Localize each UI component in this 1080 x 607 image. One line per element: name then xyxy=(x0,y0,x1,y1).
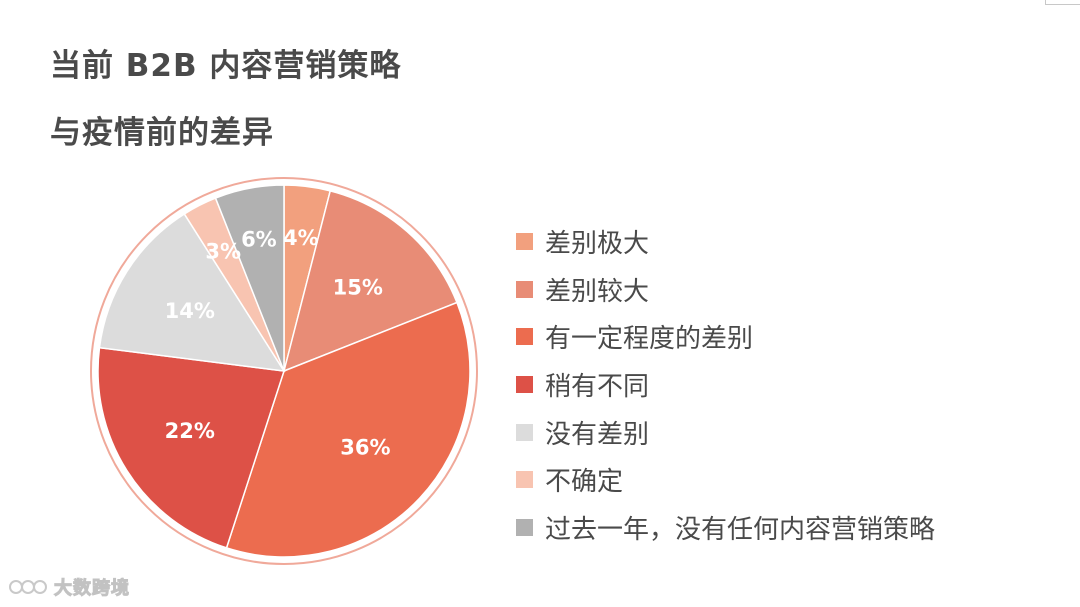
chart-legend: 差别极大差别较大有一定程度的差别 稍有不同没有差别不确定过去一年，没有任何内容营销… xyxy=(516,218,935,551)
pie-slice-1 xyxy=(282,189,458,373)
pie-data-label-3: 22% xyxy=(165,419,215,443)
legend-label-5: 不确定 xyxy=(545,467,624,498)
legend-item-1: 差别较大 xyxy=(516,266,935,314)
pie-slice-2 xyxy=(225,301,471,558)
legend-label-3: 稍有不同 xyxy=(545,372,650,403)
legend-item-3: 稍有不同 xyxy=(516,361,935,409)
pie-slice-3 xyxy=(97,346,285,549)
pie-slice-6 xyxy=(214,184,285,372)
legend-swatch-4 xyxy=(516,423,533,441)
pie-outer-ring xyxy=(90,177,478,565)
legend-swatch-0 xyxy=(516,233,533,251)
legend-swatch-5 xyxy=(516,471,533,489)
legend-label-2: 有一定程度的差别 xyxy=(545,324,754,355)
legend-swatch-3 xyxy=(516,376,533,394)
legend-label-1: 差别较大 xyxy=(545,276,650,307)
legend-label-0: 差别极大 xyxy=(545,229,650,260)
pie-data-label-6: 6% xyxy=(241,227,277,251)
legend-item-5: 不确定 xyxy=(516,456,935,504)
legend-swatch-6 xyxy=(516,518,533,536)
legend-item-4: 没有差别 xyxy=(516,408,935,456)
watermark: 大数跨境 xyxy=(8,574,130,600)
pie-data-label-1: 15% xyxy=(333,275,383,299)
chart-title-line-1: 当前 B2B 内容营销策略 xyxy=(50,48,402,84)
pie-slice-4 xyxy=(98,212,286,372)
legend-swatch-1 xyxy=(516,280,533,298)
pie-data-label-0: 4% xyxy=(283,226,319,250)
watermark-logo-icon xyxy=(9,580,47,594)
watermark-text: 大数跨境 xyxy=(54,578,130,600)
legend-label-6: 过去一年，没有任何内容营销策略 xyxy=(545,514,936,545)
corner-divider xyxy=(1045,0,1080,5)
pie-data-label-5: 3% xyxy=(205,240,241,264)
legend-label-4: 没有差别 xyxy=(545,419,650,450)
legend-swatch-2 xyxy=(516,328,533,346)
legend-item-6: 过去一年，没有任何内容营销策略 xyxy=(516,504,935,552)
pie-data-label-2: 36% xyxy=(340,435,390,459)
pie-data-label-4: 14% xyxy=(165,299,215,323)
legend-item-0: 差别极大 xyxy=(516,218,935,266)
chart-title-line-2: 与疫情前的差异 xyxy=(50,115,274,151)
legend-item-2: 有一定程度的差别 xyxy=(516,313,935,361)
